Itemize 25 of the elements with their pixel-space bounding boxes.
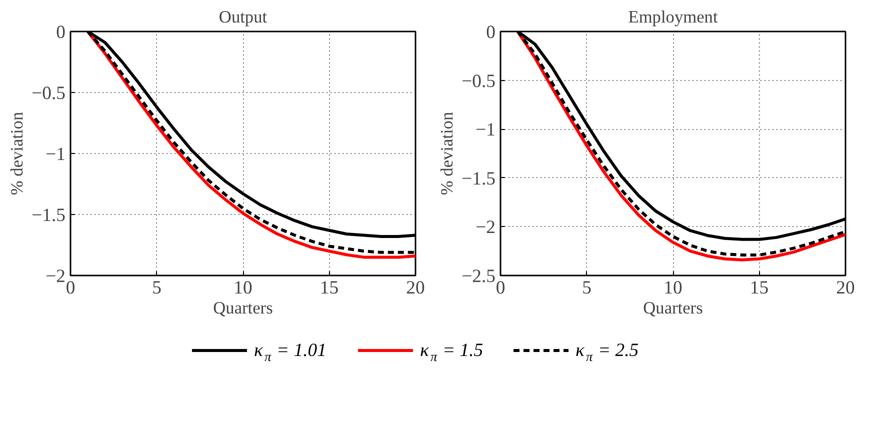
x-axis-title: Quarters (643, 298, 704, 318)
y-tick-label: −2 (46, 266, 66, 287)
x-axis-title: Quarters (213, 298, 274, 318)
x-tick-label: 15 (320, 278, 339, 298)
y-tick-label: 0 (486, 22, 496, 43)
y-tick-label: −0.5 (462, 70, 496, 92)
y-tick-label: −1 (476, 120, 496, 141)
y-tick-label: −0.5 (32, 83, 66, 104)
chart-title: Employment (628, 8, 718, 26)
x-tick-label: 5 (582, 278, 592, 298)
x-tick-label: 20 (406, 278, 425, 298)
y-tick-label: 0 (56, 22, 66, 43)
y-tick-label: −1.5 (462, 168, 496, 190)
y-tick-label: −1.5 (32, 205, 66, 226)
x-tick-label: 5 (152, 278, 162, 298)
y-axis-title: % deviation (438, 112, 457, 196)
x-tick-label: 10 (664, 278, 682, 298)
chart-title: Output (218, 8, 268, 26)
x-tick-label: 20 (836, 278, 855, 298)
y-tick-label: −2 (476, 217, 496, 238)
x-tick-label: 10 (234, 278, 252, 298)
y-tick-label: −2.5 (462, 266, 496, 287)
x-tick-label: 15 (750, 278, 769, 298)
y-tick-label: −1 (46, 144, 66, 165)
y-axis-title: % deviation (8, 112, 27, 196)
